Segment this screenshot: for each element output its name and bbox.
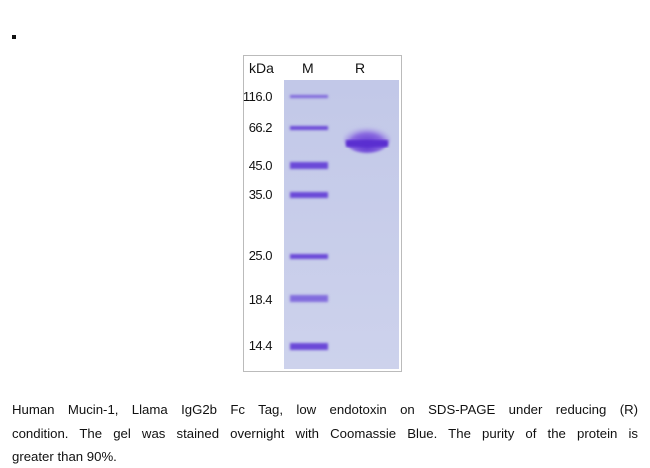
- marker-label: 18.4: [248, 292, 273, 307]
- band: [290, 126, 328, 130]
- marker-label: 35.0: [248, 187, 273, 202]
- bullet: [12, 35, 16, 39]
- band: [290, 343, 328, 350]
- marker-bands: [290, 95, 328, 350]
- sample-band: [343, 121, 391, 153]
- caption-line: greater than 90%.: [12, 449, 117, 464]
- gel-background: [284, 80, 399, 369]
- band: [290, 254, 328, 259]
- gel: [284, 80, 399, 369]
- band: [290, 95, 328, 98]
- caption-line: Human Mucin-1, Llama IgG2b Fc Tag, low e…: [12, 402, 638, 417]
- caption-line: condition. The gel was stained overnight…: [12, 426, 638, 441]
- marker-label: 25.0: [248, 248, 273, 263]
- band: [290, 192, 328, 198]
- marker-label: 116.0: [242, 89, 273, 104]
- band: [290, 295, 328, 302]
- lane-header: M: [302, 60, 314, 76]
- marker-label: 45.0: [248, 158, 273, 173]
- lane-header: R: [355, 60, 366, 76]
- band: [290, 162, 328, 169]
- sample-band-core: [346, 140, 388, 147]
- marker-label: 66.2: [248, 120, 273, 135]
- unit-header: kDa: [249, 60, 274, 76]
- marker-label: 14.4: [248, 338, 273, 353]
